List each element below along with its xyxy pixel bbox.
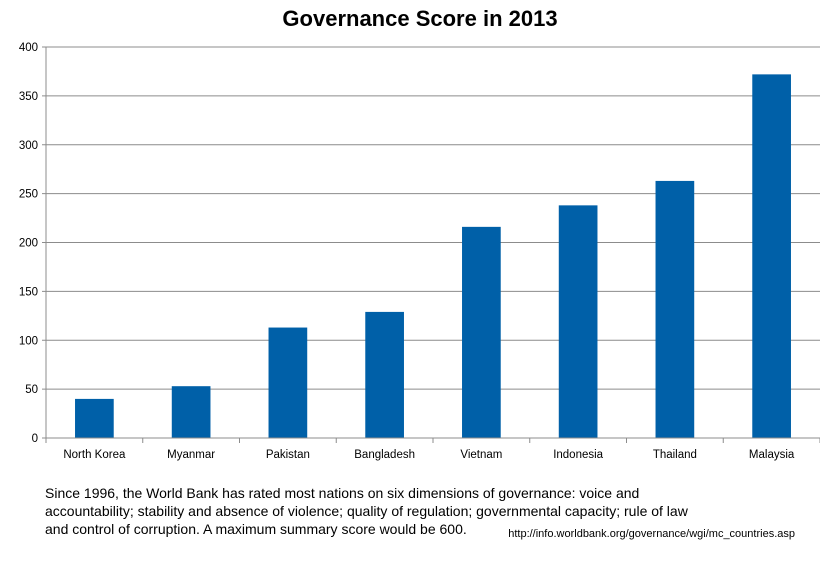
x-tick-labels: North Korea Myanmar Pakistan Bangladesh Viet…	[63, 449, 795, 461]
y-tick-label: 100	[19, 335, 38, 347]
y-tick-label: 400	[19, 42, 38, 54]
bar	[558, 205, 598, 438]
caption-line-3: and control of corruption. A maximum sum…	[45, 521, 467, 537]
y-tick-label: 50	[25, 384, 38, 396]
caption-line-1: Since 1996, the World Bank has rated mos…	[45, 485, 640, 501]
bar	[365, 311, 404, 438]
gridlines	[46, 46, 820, 390]
chart-title: Governance Score in 2013	[282, 6, 558, 31]
x-tick-label: Vietnam	[460, 449, 502, 461]
bar	[655, 180, 695, 439]
bar-chart: 0 50 100 150 200 250 300 350 400 North Korea Myan…	[19, 42, 820, 461]
y-tick-label: 300	[19, 140, 38, 152]
axes	[42, 46, 820, 443]
caption-line-2: accountability; stability and absence of…	[45, 503, 688, 519]
x-tick-label: Bangladesh	[354, 449, 415, 461]
y-tick-labels: 0 50 100 150 200 250 300 350 400	[19, 42, 38, 445]
bar	[462, 226, 501, 438]
y-tick-label: 0	[32, 433, 38, 445]
x-tick-label: North Korea	[63, 449, 126, 461]
x-tick-label: Indonesia	[553, 449, 603, 461]
y-tick-label: 350	[19, 91, 38, 103]
bars	[75, 74, 791, 439]
chart-caption: Since 1996, the World Bank has rated mos…	[45, 484, 820, 538]
x-tick-label: Pakistan	[266, 449, 310, 461]
y-tick-label: 250	[19, 189, 38, 201]
y-tick-label: 150	[19, 286, 38, 298]
source-url: http://info.worldbank.org/governance/wgi…	[508, 528, 795, 540]
bar	[752, 74, 791, 439]
bar	[268, 327, 308, 438]
x-tick-label: Thailand	[653, 449, 697, 461]
x-tick-label: Myanmar	[167, 449, 215, 461]
bar	[171, 386, 211, 438]
x-tick-label: Malaysia	[749, 449, 795, 461]
y-tick-label: 200	[19, 238, 38, 250]
bar	[75, 398, 114, 438]
